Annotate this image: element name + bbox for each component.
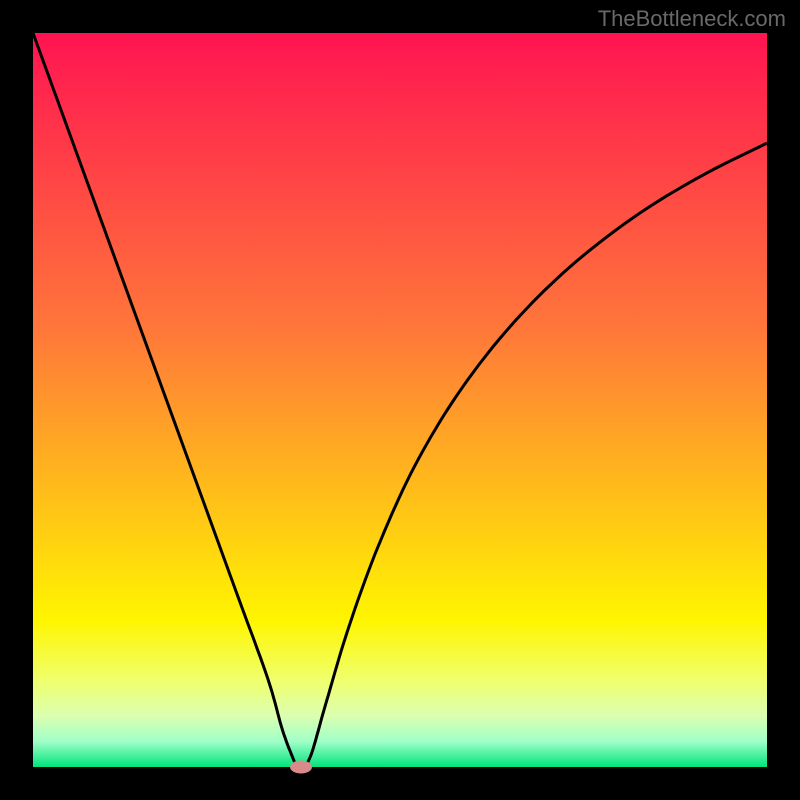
curve-right-branch (305, 143, 767, 767)
watermark-text: TheBottleneck.com (598, 6, 786, 32)
chart-container: TheBottleneck.com (0, 0, 800, 800)
bottleneck-curve (33, 33, 767, 767)
minimum-marker (290, 761, 312, 774)
curve-left-branch (33, 33, 297, 767)
plot-area (33, 33, 767, 767)
